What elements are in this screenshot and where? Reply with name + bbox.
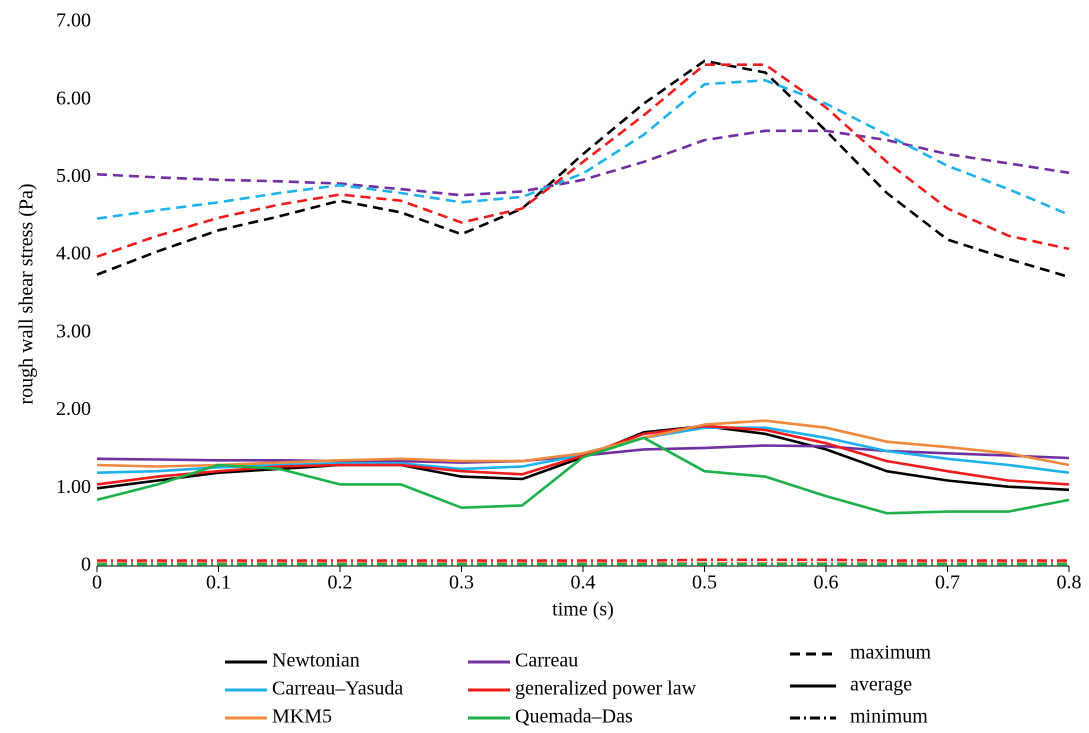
x-tick-label: 0.6 [814,572,839,594]
series-line [96,129,1070,197]
y-tick-label: 4.00 [56,243,91,265]
y-tick-label: 2.00 [56,398,91,420]
series-line [96,436,1070,515]
x-tick-label: 0.7 [935,572,960,594]
x-tick-label: 0.8 [1057,572,1082,594]
legend-label: Newtonian [272,650,360,672]
legend-label: Carreau [515,650,578,672]
x-axis-label: time (s) [552,599,614,621]
y-axis-label: rough wall shear stress (Pa) [16,183,38,404]
x-tick-label: 0.5 [692,572,717,594]
legend-label: Carreau–Yasuda [272,678,403,700]
x-tick-label: 0.1 [206,572,231,594]
y-tick-label: 6.00 [56,87,91,109]
legend-style-label: average [850,674,912,696]
legend-label: MKM5 [272,706,332,728]
legend-label: Quemada–Das [515,706,633,728]
series-line [96,79,1070,220]
series-line [96,63,1070,258]
y-tick-label: 0 [81,554,91,576]
series-line [96,59,1070,279]
y-tick-label: 7.00 [56,10,91,32]
x-tick-label: 0.3 [449,572,474,594]
x-tick-label: 0.2 [328,572,353,594]
legend-style-label: maximum [850,642,932,664]
x-tick-label: 0 [92,572,102,594]
legend-style-label: minimum [850,706,928,728]
y-tick-label: 3.00 [56,320,91,342]
legend-label: generalized power law [515,678,697,700]
y-tick-label: 1.00 [56,476,91,498]
x-tick-label: 0.4 [571,572,596,594]
series-line [96,419,1070,468]
series-line [97,558,1069,562]
y-tick-label: 5.00 [56,165,91,187]
